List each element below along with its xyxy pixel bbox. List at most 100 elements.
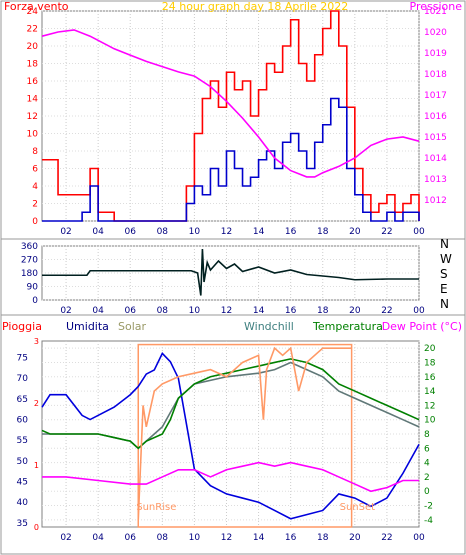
series-humidity <box>41 352 420 520</box>
panel3-border <box>0 314 466 555</box>
y-tick-wind-6: 6 <box>32 165 38 175</box>
x-tick-2-02: 02 <box>60 533 71 543</box>
y-tick-wind-4: 4 <box>32 182 38 192</box>
y-tick-hum-40: 40 <box>17 498 29 508</box>
x-tick-2-18: 18 <box>317 533 329 543</box>
y-tick-dir-270: 270 <box>21 256 38 266</box>
series-dewpoint <box>42 461 419 493</box>
x-tick-2-20: 20 <box>349 533 361 543</box>
x-tick-1-12: 12 <box>221 306 232 316</box>
x-tick-1-16: 16 <box>285 306 297 316</box>
y-tick-pressure-1014: 1014 <box>424 154 447 164</box>
sunrise-label: SunRise <box>136 502 176 513</box>
wind-axis-title: Forza vento <box>4 0 69 13</box>
y-tick-dir-180: 180 <box>21 269 38 279</box>
x-tick-2-10: 10 <box>189 533 201 543</box>
legend-windchill: Windchill <box>244 320 294 333</box>
y-tick-hum-70: 70 <box>17 374 29 384</box>
y-tick-dir-360: 360 <box>21 242 38 252</box>
series-direction <box>42 248 419 296</box>
series-pressure <box>41 29 420 178</box>
x-tick-0-04: 04 <box>92 227 104 237</box>
x-tick-1-10: 10 <box>189 306 201 316</box>
y-tick-temp-8: 8 <box>424 430 430 440</box>
y-tick-temp-2: 2 <box>424 473 430 483</box>
y-tick-wind-24: 24 <box>27 7 39 17</box>
sunset-label: SunSet <box>340 502 376 513</box>
y-tick-pressure-1021: 1021 <box>424 7 447 17</box>
y-tick-temp-16: 16 <box>424 373 436 383</box>
y-tick-wind-12: 12 <box>27 112 38 122</box>
x-tick-2-12: 12 <box>221 533 232 543</box>
x-tick-2-04: 04 <box>92 533 104 543</box>
y-tick-temp--4: -4 <box>424 516 433 526</box>
y-tick-wind-2: 2 <box>32 200 38 210</box>
y-tick-wind-10: 10 <box>27 130 39 140</box>
y-tick-wind-16: 16 <box>27 77 39 87</box>
x-tick-0-16: 16 <box>285 227 297 237</box>
y-tick-temp-4: 4 <box>424 459 430 469</box>
y-tick-pressure-1017: 1017 <box>424 91 447 101</box>
y-tick-wind-22: 22 <box>27 25 38 35</box>
x-tick-0-08: 08 <box>157 227 169 237</box>
x-tick-0-20: 20 <box>349 227 361 237</box>
legend-dew-point: Dew Point (°C) <box>382 320 462 333</box>
legend-pioggia: Pioggia <box>2 320 42 333</box>
y-tick-temp-6: 6 <box>424 444 430 454</box>
x-tick-1-18: 18 <box>317 306 329 316</box>
x-tick-0-18: 18 <box>317 227 329 237</box>
compass-n-bottom: N <box>440 297 449 311</box>
series-lines <box>41 10 420 520</box>
y-tick-temp-20: 20 <box>424 344 436 354</box>
panel2-border <box>0 238 466 316</box>
y-tick-temp-12: 12 <box>424 401 435 411</box>
y-tick-wind-14: 14 <box>27 95 39 105</box>
compass-w: W <box>440 252 452 266</box>
y-tick-pressure-1015: 1015 <box>424 133 447 143</box>
x-tick-2-06: 06 <box>125 533 137 543</box>
x-tick-2-14: 14 <box>253 533 265 543</box>
chart-title: 24 hour graph day 18 Aprile 2022 <box>162 0 349 13</box>
x-tick-1-00: 00 <box>413 306 425 316</box>
compass-e: E <box>440 282 448 296</box>
x-tick-2-00: 00 <box>413 533 425 543</box>
y-tick-wind-0: 0 <box>32 217 38 227</box>
y-tick-rain-1: 1 <box>34 461 39 470</box>
y-tick-rain-3: 3 <box>34 337 39 346</box>
y-tick-temp--2: -2 <box>424 502 433 512</box>
y-tick-dir-90: 90 <box>27 283 39 293</box>
y-tick-hum-45: 45 <box>17 478 28 488</box>
y-tick-hum-50: 50 <box>17 457 29 467</box>
y-tick-wind-20: 20 <box>27 42 39 52</box>
x-tick-1-14: 14 <box>253 306 265 316</box>
x-tick-0-12: 12 <box>221 227 232 237</box>
legend-temperatura: Temperatura <box>312 320 383 333</box>
series-windchill <box>42 361 420 450</box>
x-tick-2-16: 16 <box>285 533 297 543</box>
y-tick-pressure-1016: 1016 <box>424 112 447 122</box>
y-tick-hum-75: 75 <box>17 354 28 364</box>
legend-solar: Solar <box>118 320 147 333</box>
x-tick-0-14: 14 <box>253 227 265 237</box>
x-tick-2-22: 22 <box>381 533 392 543</box>
y-tick-hum-35: 35 <box>17 519 28 529</box>
y-tick-hum-55: 55 <box>17 436 28 446</box>
y-tick-dir-0: 0 <box>32 296 38 306</box>
y-tick-pressure-1012: 1012 <box>424 196 447 206</box>
y-tick-pressure-1013: 1013 <box>424 175 447 185</box>
x-tick-0-02: 02 <box>60 227 71 237</box>
series-wind <box>42 97 420 222</box>
y-tick-temp-14: 14 <box>424 387 436 397</box>
x-tick-1-06: 06 <box>125 306 137 316</box>
x-tick-1-20: 20 <box>349 306 361 316</box>
x-tick-1-08: 08 <box>157 306 169 316</box>
y-tick-rain-2: 2 <box>34 399 39 408</box>
y-tick-temp-18: 18 <box>424 358 436 368</box>
pressure-axis-title: Pressione <box>410 0 463 13</box>
series-solar <box>137 346 352 520</box>
x-tick-1-02: 02 <box>60 306 71 316</box>
compass-s: S <box>440 267 448 281</box>
